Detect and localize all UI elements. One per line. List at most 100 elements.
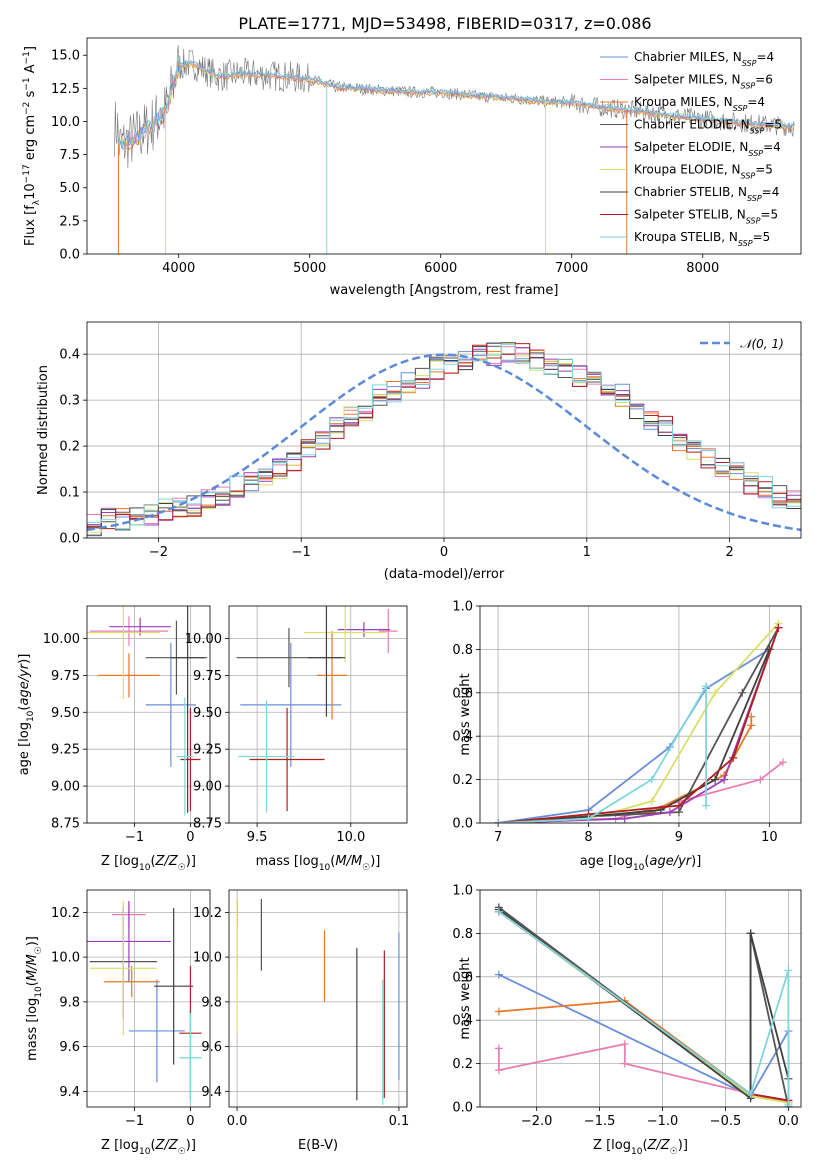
- x-axis-label: wavelength [Angstrom, rest frame]: [330, 283, 559, 298]
- residual-histogram-panel: −2 −1 0 1 2 0.0 0.1 0.2 0.3 0.4 𝒩(0, 1) (data-model…: [36, 321, 802, 582]
- axes-frame: [86, 889, 211, 1108]
- x-tick-label: −1: [125, 1114, 144, 1129]
- mass-vs-z-panel: −1 0 9.4 9.6 9.8 10.0 10.2 Z [log10(Z/Z☉)] mass …: [25, 889, 211, 1157]
- y-tick-label: 9.4: [59, 1085, 80, 1100]
- y-axis-label: mass weight: [458, 957, 473, 1039]
- axes-frame: [86, 605, 211, 824]
- y-tick-label: 10.0: [193, 951, 222, 966]
- age-vs-z-panel: −1 0 8.75 9.00 9.25 9.50 9.75 10.00 Z [log10(Z/Z…: [17, 605, 211, 873]
- x-tick-label: 1: [583, 545, 591, 560]
- y-tick-label: 9.25: [193, 743, 222, 758]
- x-tick-label: −0.5: [710, 1114, 742, 1129]
- x-tick-label: −2.0: [521, 1114, 553, 1129]
- y-tick-label: 0.0: [452, 817, 473, 832]
- x-tick-label: 0.0: [227, 1114, 248, 1129]
- y-tick-label: 9.00: [51, 780, 80, 795]
- y-axis-label: Normed distribution: [36, 365, 51, 495]
- y-tick-label: 10.0: [51, 951, 80, 966]
- y-tick-label: 9.50: [51, 706, 80, 721]
- axes-frame: [479, 605, 802, 824]
- legend-label: Salpeter ELODIE, NSSP=4: [634, 140, 781, 158]
- y-tick-label: 15.0: [51, 49, 80, 64]
- weight-marker: [620, 1059, 629, 1068]
- weight-marker: [774, 623, 783, 632]
- legend-label: Salpeter MILES, NSSP=6: [634, 73, 773, 91]
- y-tick-label: 9.25: [51, 743, 80, 758]
- weight-marker: [729, 753, 738, 762]
- x-tick-label: 8000: [686, 261, 719, 276]
- y-tick-label: 0.2: [452, 773, 473, 788]
- spectrum-panel: 4000 5000 6000 7000 8000 0.0 2.5 5.0 7.5 10.0 12.5…: [22, 37, 802, 298]
- legend-label: Salpeter STELIB, NSSP=5: [634, 208, 778, 226]
- weight-line-3: [498, 627, 780, 823]
- x-tick-label: 0: [440, 545, 448, 560]
- legend-label: Kroupa MILES, NSSP=4: [634, 95, 765, 113]
- y-tick-label: 8.75: [193, 817, 222, 832]
- plot-area: [87, 342, 801, 537]
- y-tick-label: 0.6: [452, 970, 473, 985]
- x-tick-label: 8: [584, 830, 592, 845]
- y-tick-label: 9.8: [201, 995, 222, 1010]
- weight-line-8: [498, 910, 790, 1105]
- weight-marker: [702, 801, 711, 810]
- legend-label: Chabrier STELIB, NSSP=4: [634, 185, 779, 203]
- axes-frame: [228, 605, 408, 824]
- x-tick-label: −1: [292, 545, 311, 560]
- y-tick-label: 9.75: [193, 669, 222, 684]
- x-tick-label: −1.5: [584, 1114, 616, 1129]
- y-tick-label: 0.8: [452, 643, 473, 658]
- y-tick-label: 10.2: [193, 906, 222, 921]
- weight-marker: [494, 907, 503, 916]
- y-tick-label: 0.2: [452, 1057, 473, 1072]
- y-tick-label: 10.2: [51, 906, 80, 921]
- legend-label: Chabrier MILES, NSSP=4: [634, 50, 774, 68]
- weight-marker: [747, 712, 756, 721]
- y-tick-label: 0.0: [59, 248, 80, 263]
- weight-marker: [647, 775, 656, 784]
- y-tick-label: 0.0: [452, 1101, 473, 1116]
- x-tick-label: 10: [761, 830, 778, 845]
- x-tick-label: 0.1: [389, 1114, 410, 1129]
- y-tick-label: 10.00: [185, 632, 222, 647]
- axes-frame: [86, 37, 802, 255]
- x-tick-label: 6000: [424, 261, 457, 276]
- weight-marker: [711, 775, 720, 784]
- y-tick-label: 9.75: [51, 669, 80, 684]
- x-axis-label: Z [log10(Z/Z☉)]: [101, 1138, 196, 1157]
- mass-vs-ebv-panel: 0.0 0.1 9.4 9.6 9.8 10.0 10.2 E(B-V): [193, 889, 410, 1153]
- x-tick-label: −1: [125, 830, 144, 845]
- legend-label: Chabrier ELODIE, NSSP=5: [634, 118, 782, 136]
- weight-marker: [778, 758, 787, 767]
- weight-marker: [711, 688, 720, 697]
- massweight-vs-age-panel: 7 8 9 10 0.0 0.2 0.4 0.6 0.8 1.0 age [log10(age/yr…: [452, 600, 802, 873]
- weight-marker: [620, 1040, 629, 1049]
- x-tick-label: −1.0: [647, 1114, 679, 1129]
- x-tick-label: 0: [186, 1114, 194, 1129]
- weight-marker: [738, 688, 747, 697]
- y-tick-label: 9.8: [59, 995, 80, 1010]
- y-tick-label: 1.0: [452, 884, 473, 899]
- weight-marker: [756, 775, 765, 784]
- x-tick-label: 0: [186, 830, 194, 845]
- weight-line-4: [498, 627, 780, 823]
- x-tick-label: 7000: [555, 261, 588, 276]
- plot-area: [114, 45, 795, 254]
- weight-marker: [665, 808, 674, 817]
- x-tick-label: 5000: [293, 261, 326, 276]
- weight-marker: [584, 814, 593, 823]
- y-tick-label: 0.4: [59, 348, 80, 363]
- y-tick-label: 0.8: [452, 927, 473, 942]
- y-tick-label: 1.0: [452, 600, 473, 615]
- x-tick-label: 9.5: [247, 830, 268, 845]
- plot-area: [236, 898, 400, 1105]
- axes-frame: [479, 889, 802, 1108]
- y-tick-label: 9.4: [201, 1085, 222, 1100]
- y-tick-label: 2.5: [59, 214, 80, 229]
- y-tick-label: 0.6: [452, 686, 473, 701]
- weight-line-0: [498, 973, 790, 1107]
- weight-marker: [784, 1100, 793, 1107]
- y-tick-label: 0.0: [59, 532, 80, 547]
- y-axis-label: Flux [fλ10−17 erg cm−2 s−1 A−1]: [22, 46, 42, 246]
- x-axis-label: Z [log10(Z/Z☉)]: [101, 854, 196, 873]
